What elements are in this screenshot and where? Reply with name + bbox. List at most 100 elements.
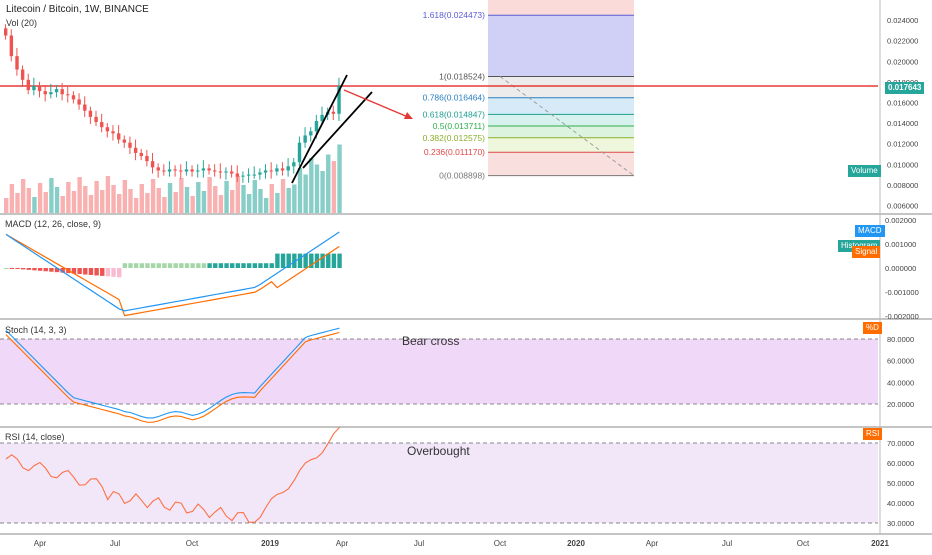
- macd-histogram-bar: [224, 263, 229, 268]
- volume-bar: [9, 184, 15, 213]
- macd-tick-label: 0.001000: [885, 240, 916, 249]
- candle-body: [303, 135, 307, 143]
- volume-bar: [326, 154, 331, 213]
- candle-body: [184, 169, 189, 172]
- volume-bar: [331, 161, 337, 213]
- volume-bar: [77, 177, 82, 213]
- volume-bar: [241, 185, 246, 213]
- volume-bar: [26, 188, 31, 213]
- fib-zone: [488, 137, 634, 153]
- macd-histogram-bar: [275, 253, 280, 268]
- macd-histogram-bar: [105, 268, 111, 277]
- price-tick-label: 0.008000: [887, 181, 918, 190]
- volume-bar: [71, 191, 77, 213]
- time-tick-label: Oct: [186, 539, 199, 548]
- macd-tag: MACD: [855, 225, 885, 237]
- rsi-tick-label: 40.0000: [887, 499, 914, 508]
- candle-body: [43, 91, 47, 95]
- candle-body: [94, 116, 98, 123]
- candle-body: [207, 168, 211, 171]
- candle-body: [156, 167, 160, 171]
- candle-body: [201, 168, 206, 171]
- candle-body: [320, 114, 324, 122]
- rsi-tag: RSI: [863, 428, 883, 440]
- fib-level-label: 0(0.008898): [439, 171, 485, 181]
- overbought-annotation: Overbought: [407, 444, 470, 458]
- macd-histogram-bar: [218, 263, 224, 268]
- volume-bar: [263, 198, 269, 213]
- macd-histogram-bar: [235, 263, 241, 268]
- candle-body: [196, 170, 200, 172]
- volume-bar: [173, 192, 178, 213]
- signal-tag: Signal: [852, 246, 881, 258]
- volume-bar: [100, 190, 105, 213]
- macd-histogram-bar: [9, 268, 15, 269]
- volume-label: Vol (20): [6, 18, 38, 28]
- time-tick-label: 2019: [261, 539, 279, 548]
- macd-histogram-bar: [230, 263, 235, 268]
- macd-histogram-bar: [213, 263, 218, 268]
- candle-body: [15, 56, 19, 70]
- macd-histogram-bar: [207, 263, 212, 268]
- stoch-tick-label: 60.0000: [887, 357, 914, 366]
- macd-histogram-bar: [49, 268, 54, 272]
- time-tick-label: 2021: [871, 539, 889, 548]
- time-tick-label: 2020: [567, 539, 585, 548]
- macd-histogram-bar: [184, 263, 190, 268]
- macd-histogram-bar: [60, 268, 65, 273]
- macd-histogram-bar: [201, 263, 207, 268]
- volume-tag: Volume: [848, 165, 881, 177]
- volume-bar: [156, 188, 161, 213]
- volume-bar: [167, 183, 173, 213]
- stoch-d-line: [5, 331, 340, 423]
- channel-upper-line: [291, 74, 348, 184]
- volume-bar: [66, 182, 71, 213]
- volume-bar: [269, 184, 274, 213]
- macd-histogram-bar: [241, 263, 246, 268]
- candle-body: [286, 166, 290, 171]
- price-tick-label: 0.020000: [887, 57, 918, 66]
- volume-bar: [4, 198, 9, 213]
- volume-bar: [196, 182, 201, 213]
- volume-bar: [54, 187, 60, 213]
- volume-bar: [49, 178, 54, 213]
- candle-body: [117, 133, 121, 140]
- volume-bar: [314, 164, 320, 213]
- macd-histogram-bar: [309, 253, 314, 268]
- time-tick-label: Jul: [110, 539, 120, 548]
- volume-bar: [179, 178, 184, 213]
- volume-bar: [280, 179, 286, 213]
- volume-bar: [230, 190, 235, 213]
- macd-histogram-bar: [179, 263, 184, 268]
- volume-bar: [83, 186, 88, 213]
- rsi-tick-label: 60.0000: [887, 459, 914, 468]
- macd-histogram-bar: [263, 263, 269, 268]
- stoch-tick-label: 20.0000: [887, 400, 914, 409]
- volume-bar: [60, 196, 65, 213]
- macd-histogram-bar: [337, 253, 342, 268]
- macd-histogram-bar: [303, 253, 308, 268]
- macd-histogram-bar: [111, 268, 116, 277]
- macd-histogram-bar: [292, 253, 297, 268]
- candle-body: [133, 147, 138, 153]
- volume-bar: [20, 179, 26, 213]
- macd-histogram-bar: [162, 263, 167, 268]
- candles: [4, 24, 341, 183]
- macd-histogram-bar: [77, 268, 82, 275]
- macd-histogram-bar: [150, 263, 156, 268]
- volume-bar: [150, 179, 156, 213]
- fib-zone: [488, 114, 634, 127]
- time-tick-label: Apr: [34, 539, 47, 548]
- candle-body: [66, 94, 70, 96]
- macd-histogram-bar: [15, 268, 20, 269]
- candle-body: [111, 131, 115, 134]
- macd-histogram-bar: [145, 263, 150, 268]
- volume-bar: [320, 171, 325, 213]
- rsi-band: [0, 443, 878, 523]
- candle-body: [54, 89, 59, 93]
- candle-body: [224, 171, 228, 173]
- macd-signal-line: [5, 233, 340, 317]
- arrow-head: [404, 112, 413, 119]
- volume-bars: [4, 144, 342, 213]
